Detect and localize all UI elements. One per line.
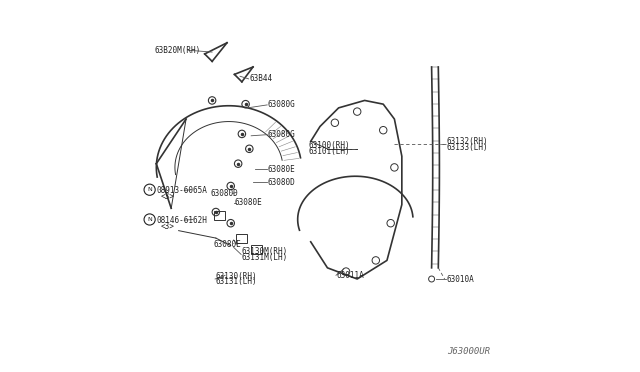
- Text: J63000UR: J63000UR: [447, 347, 490, 356]
- Text: 63080D: 63080D: [268, 178, 296, 187]
- Text: 63080G: 63080G: [268, 100, 296, 109]
- Text: 63080E: 63080E: [234, 198, 262, 207]
- Text: 63133(LH): 63133(LH): [447, 143, 488, 152]
- Text: <3>: <3>: [161, 192, 175, 201]
- Text: 63100(RH): 63100(RH): [309, 141, 351, 150]
- Text: 08146-6162H: 08146-6162H: [156, 216, 207, 225]
- Text: 63080E: 63080E: [268, 165, 296, 174]
- Text: 63080D: 63080D: [211, 189, 238, 198]
- Text: 63080E: 63080E: [214, 240, 242, 249]
- Text: 63131M(LH): 63131M(LH): [242, 253, 288, 262]
- Text: 63B44: 63B44: [250, 74, 273, 83]
- Text: N: N: [147, 217, 152, 222]
- Text: 63B20M(RH): 63B20M(RH): [154, 46, 201, 55]
- Text: 63132(RH): 63132(RH): [447, 137, 488, 146]
- Text: 63101(LH): 63101(LH): [309, 147, 351, 156]
- Text: 63011A: 63011A: [337, 271, 365, 280]
- Text: <3>: <3>: [161, 222, 175, 231]
- Text: N: N: [147, 187, 152, 192]
- Text: 63131(LH): 63131(LH): [216, 278, 257, 286]
- Text: 08913-6065A: 08913-6065A: [156, 186, 207, 195]
- Text: 63130M(RH): 63130M(RH): [242, 247, 288, 256]
- Text: 63080G: 63080G: [268, 130, 296, 139]
- Text: 63010A: 63010A: [447, 275, 474, 283]
- Text: 63130(RH): 63130(RH): [216, 272, 257, 280]
